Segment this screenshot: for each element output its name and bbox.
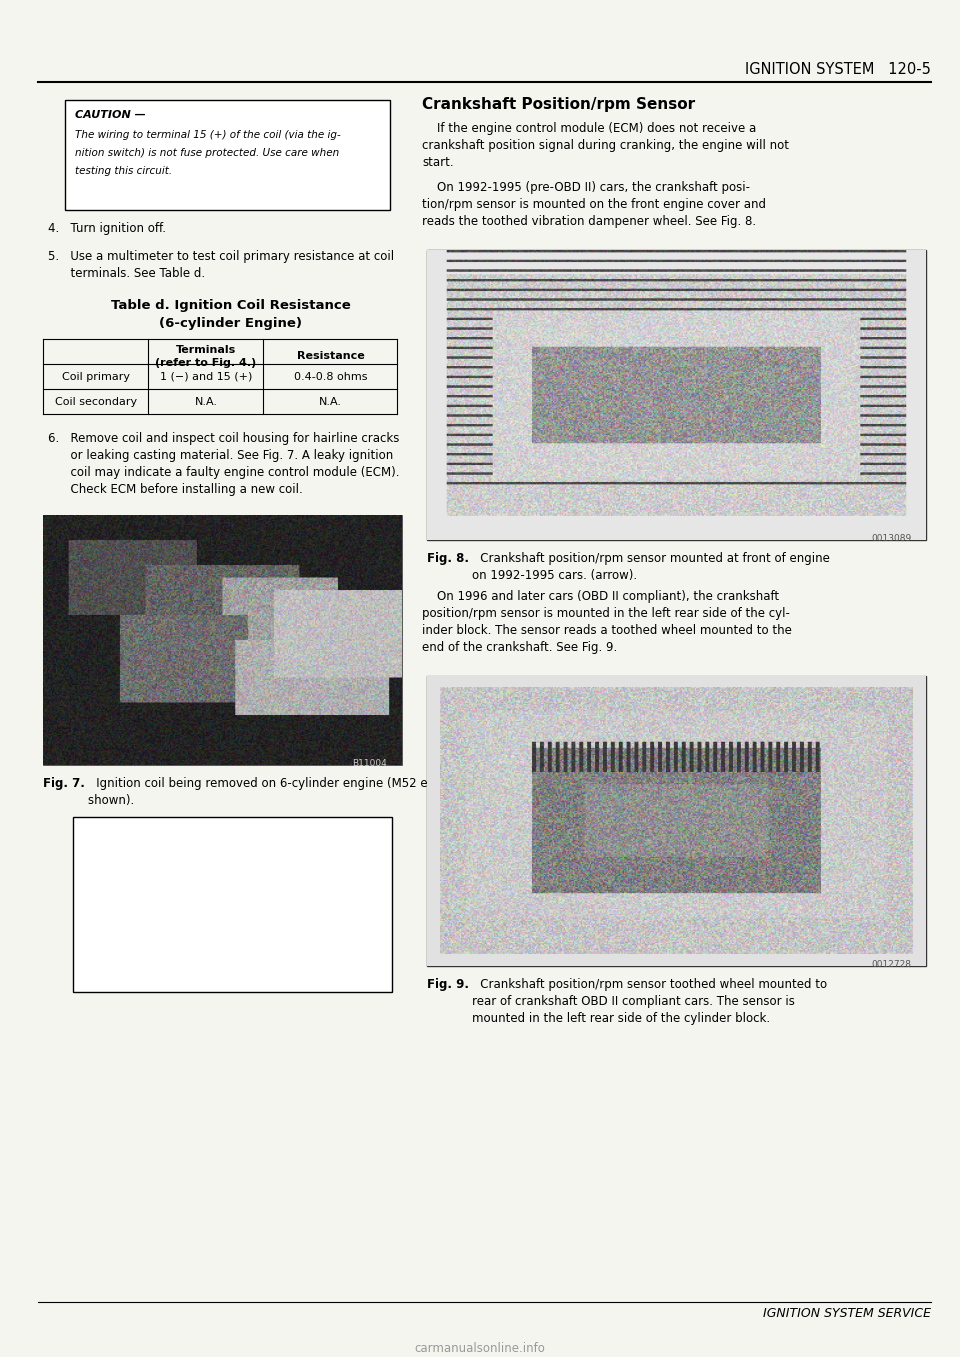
Text: crankshaft position signal during cranking, the engine will not: crankshaft position signal during cranki… — [422, 138, 789, 152]
Text: start.: start. — [422, 156, 454, 170]
Text: Crankshaft Position/rpm Sensor: Crankshaft Position/rpm Sensor — [422, 96, 696, 113]
Text: position/rpm sensor is mounted in the left rear side of the cyl-: position/rpm sensor is mounted in the le… — [422, 607, 790, 620]
Text: er containing the same part/code numbers. If: er containing the same part/code numbers… — [84, 936, 347, 947]
Text: Check ECM before installing a new coil.: Check ECM before installing a new coil. — [48, 483, 303, 497]
Text: (refer to Fig. 4.): (refer to Fig. 4.) — [156, 358, 256, 368]
Text: 0013089: 0013089 — [871, 535, 911, 543]
Bar — [43, 516, 402, 765]
Bar — [427, 676, 926, 966]
Text: Fig. 7.: Fig. 7. — [43, 778, 85, 790]
Text: inder block. The sensor reads a toothed wheel mounted to the: inder block. The sensor reads a toothed … — [422, 624, 792, 636]
Text: CAUTION —: CAUTION — — [75, 110, 146, 119]
Text: 1 (−) and 15 (+): 1 (−) and 15 (+) — [159, 372, 252, 383]
Text: coil may indicate a faulty engine control module (ECM).: coil may indicate a faulty engine contro… — [48, 465, 400, 479]
Bar — [427, 250, 926, 540]
Bar — [65, 100, 390, 210]
Text: B11004: B11004 — [352, 759, 387, 768]
Text: nition switch) is not fuse protected. Use care when: nition switch) is not fuse protected. Us… — [75, 148, 339, 157]
Text: 0.4-0.8 ohms: 0.4-0.8 ohms — [294, 372, 367, 383]
Text: N.A.: N.A. — [319, 398, 342, 407]
Text: IGNITION SYSTEM   120-5: IGNITION SYSTEM 120-5 — [745, 62, 931, 77]
Text: The wiring to terminal 15 (+) of the coil (via the ig-: The wiring to terminal 15 (+) of the coi… — [75, 130, 341, 140]
Text: Coil secondary: Coil secondary — [55, 398, 137, 407]
Text: not available, all coils should be replaced.: not available, all coils should be repla… — [84, 973, 328, 982]
Text: Terminals: Terminals — [176, 345, 236, 356]
Text: • When replacing ignition coils, ensure that the re-: • When replacing ignition coils, ensure … — [84, 901, 367, 911]
Text: tion/rpm sensor is mounted on the front engine cover and: tion/rpm sensor is mounted on the front … — [422, 198, 766, 210]
Text: testing this circuit.: testing this circuit. — [75, 166, 172, 176]
Text: Table d. Ignition Coil Resistance: Table d. Ignition Coil Resistance — [110, 299, 350, 312]
Text: 0012728: 0012728 — [871, 959, 911, 969]
Text: Fig. 9.: Fig. 9. — [427, 978, 469, 991]
Text: CAUTION —: CAUTION — — [84, 826, 158, 840]
Text: 6.   Remove coil and inspect coil housing for hairline cracks: 6. Remove coil and inspect coil housing … — [48, 432, 399, 445]
Text: terminals. See Table d.: terminals. See Table d. — [48, 267, 205, 280]
Text: placement coil(s) are from the same manufactur-: placement coil(s) are from the same manu… — [84, 919, 369, 930]
Text: Coil primary: Coil primary — [61, 372, 130, 383]
Text: On 1996 and later cars (OBD II compliant), the crankshaft: On 1996 and later cars (OBD II compliant… — [422, 590, 780, 603]
Text: on 1992-1995 cars. (arrow).: on 1992-1995 cars. (arrow). — [427, 569, 637, 582]
Text: 5.   Use a multimeter to test coil primary resistance at coil: 5. Use a multimeter to test coil primary… — [48, 250, 395, 263]
Text: individual coils with the correct specifications are: individual coils with the correct specif… — [84, 955, 370, 965]
Text: Resistance: Resistance — [297, 351, 364, 361]
Text: If the engine control module (ECM) does not receive a: If the engine control module (ECM) does … — [422, 122, 756, 134]
Bar — [73, 817, 393, 992]
Text: Ignition coil being removed on 6-cylinder engine (M52 engine: Ignition coil being removed on 6-cylinde… — [85, 778, 461, 790]
Text: Fig. 8.: Fig. 8. — [427, 552, 469, 565]
Text: moval; reinstall in the same location.: moval; reinstall in the same location. — [84, 864, 300, 875]
Text: rear of crankshaft OBD II compliant cars. The sensor is: rear of crankshaft OBD II compliant cars… — [427, 995, 795, 1008]
Text: shown).: shown). — [43, 794, 134, 807]
Text: (6-cylinder Engine): (6-cylinder Engine) — [159, 318, 301, 330]
Text: On 1992-1995 (pre-OBD II) cars, the crankshaft posi-: On 1992-1995 (pre-OBD II) cars, the cran… — [422, 180, 751, 194]
Text: IGNITION SYSTEM SERVICE: IGNITION SYSTEM SERVICE — [763, 1307, 931, 1320]
Text: carmanualsonline.info: carmanualsonline.info — [415, 1342, 545, 1356]
Text: Crankshaft position/rpm sensor toothed wheel mounted to: Crankshaft position/rpm sensor toothed w… — [469, 978, 828, 991]
Text: Crankshaft position/rpm sensor mounted at front of engine: Crankshaft position/rpm sensor mounted a… — [469, 552, 830, 565]
Text: 4.   Turn ignition off.: 4. Turn ignition off. — [48, 223, 166, 235]
Text: or leaking casting material. See Fig. 7. A leaky ignition: or leaking casting material. See Fig. 7.… — [48, 449, 394, 461]
Text: end of the crankshaft. See Fig. 9.: end of the crankshaft. See Fig. 9. — [422, 641, 617, 654]
Text: mounted in the left rear side of the cylinder block.: mounted in the left rear side of the cyl… — [427, 1012, 771, 1025]
Text: N.A.: N.A. — [194, 398, 217, 407]
Text: reads the toothed vibration dampener wheel. See Fig. 8.: reads the toothed vibration dampener whe… — [422, 214, 756, 228]
Text: • Note location of coil ground straps before coil re-: • Note location of coil ground straps be… — [84, 847, 367, 858]
